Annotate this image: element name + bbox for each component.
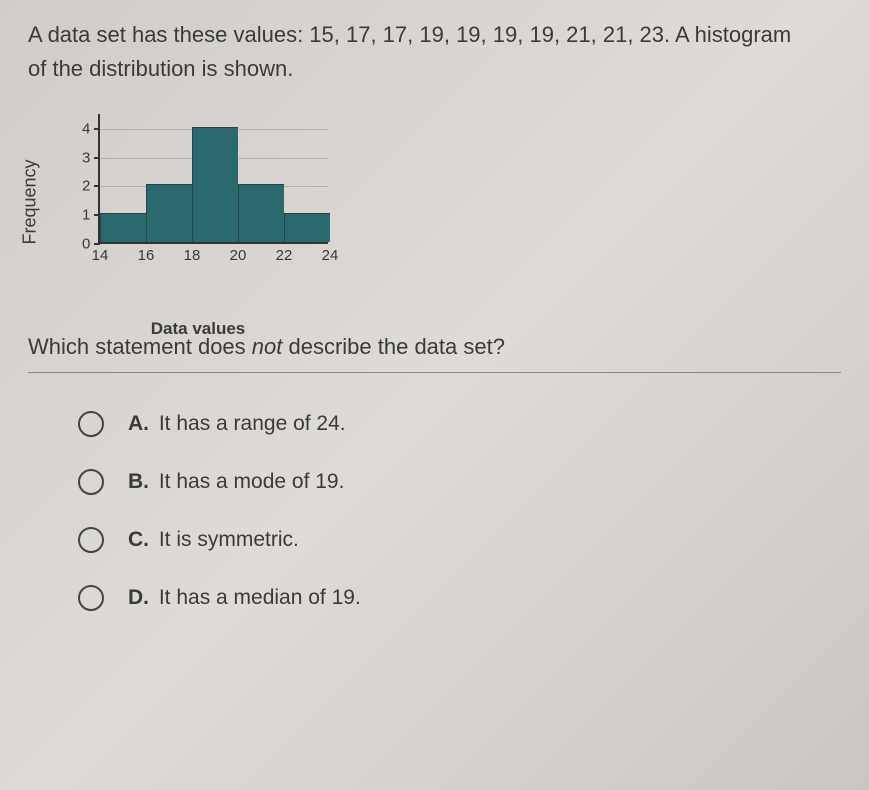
sub-text-italic: not [252, 334, 283, 359]
question-line-1: A data set has these values: 15, 17, 17,… [28, 22, 791, 47]
radio-button[interactable] [78, 469, 104, 495]
plot-area: 01234141618202224 [98, 114, 328, 244]
y-tick-label: 2 [82, 178, 90, 195]
histogram-bar [146, 184, 192, 242]
x-tick-label: 18 [184, 247, 201, 264]
option-text: It has a range of 24. [153, 412, 346, 435]
x-tick-label: 22 [276, 247, 293, 264]
y-tick-mark [94, 128, 100, 130]
x-tick-label: 20 [230, 247, 247, 264]
x-tick-label: 24 [322, 247, 339, 264]
divider [28, 372, 841, 373]
option-label: A. It has a range of 24. [128, 412, 346, 436]
option-letter: B. [128, 470, 149, 493]
sub-text-post: describe the data set? [282, 334, 505, 359]
histogram-bar [284, 213, 330, 242]
y-tick-label: 1 [82, 207, 90, 224]
x-tick-label: 16 [138, 247, 155, 264]
option-label: B. It has a mode of 19. [128, 470, 344, 494]
histogram-chart: Frequency 01234141618202224 Data values [58, 114, 338, 289]
histogram-bar [100, 213, 146, 242]
y-tick-mark [94, 243, 100, 245]
option-row-c[interactable]: C. It is symmetric. [78, 527, 841, 553]
x-tick-label: 14 [92, 247, 109, 264]
option-letter: C. [128, 528, 149, 551]
question-line-2: of the distribution is shown. [28, 56, 293, 81]
y-tick-label: 4 [82, 120, 90, 137]
option-label: C. It is symmetric. [128, 528, 299, 552]
histogram-bar [238, 184, 284, 242]
option-text: It has a median of 19. [153, 586, 361, 609]
option-row-d[interactable]: D. It has a median of 19. [78, 585, 841, 611]
option-letter: D. [128, 586, 149, 609]
histogram-bar [192, 127, 238, 243]
radio-button[interactable] [78, 585, 104, 611]
radio-button[interactable] [78, 527, 104, 553]
y-tick-label: 3 [82, 149, 90, 166]
option-text: It is symmetric. [153, 528, 299, 551]
y-tick-mark [94, 185, 100, 187]
x-axis-label: Data values [151, 319, 246, 339]
y-tick-mark [94, 157, 100, 159]
options-list: A. It has a range of 24. B. It has a mode… [28, 411, 841, 611]
radio-button[interactable] [78, 411, 104, 437]
option-text: It has a mode of 19. [153, 470, 344, 493]
question-text: A data set has these values: 15, 17, 17,… [28, 18, 841, 86]
y-axis-label: Frequency [20, 159, 41, 244]
y-tick-label: 0 [82, 236, 90, 253]
option-row-b[interactable]: B. It has a mode of 19. [78, 469, 841, 495]
option-letter: A. [128, 412, 149, 435]
option-label: D. It has a median of 19. [128, 586, 361, 610]
option-row-a[interactable]: A. It has a range of 24. [78, 411, 841, 437]
